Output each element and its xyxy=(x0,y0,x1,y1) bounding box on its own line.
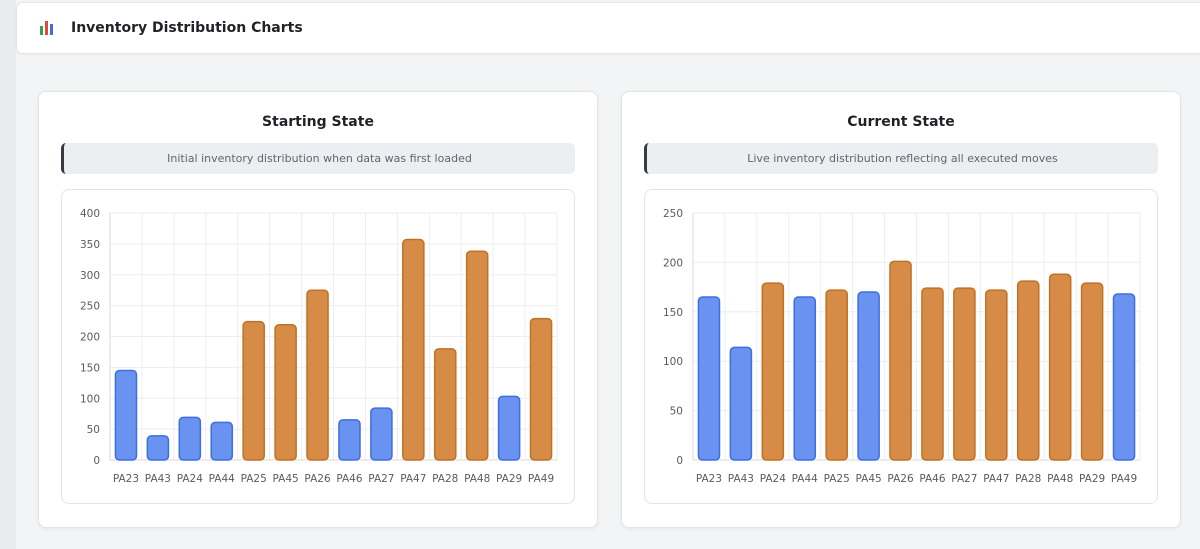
bar-pa29 xyxy=(1080,282,1104,461)
x-tick-label: PA27 xyxy=(951,473,977,485)
y-tick-label: 400 xyxy=(80,208,100,220)
bar-pa29 xyxy=(497,395,521,461)
bar-pa25 xyxy=(825,289,848,461)
x-tick-label: PA47 xyxy=(400,473,426,485)
page-header: Inventory Distribution Charts xyxy=(16,2,1200,54)
current-state-panel: Current State Live inventory distributio… xyxy=(621,91,1181,528)
x-tick-label: PA43 xyxy=(145,473,171,485)
y-tick-label: 0 xyxy=(93,455,100,467)
y-tick-label: 250 xyxy=(663,208,683,220)
bar-pa44 xyxy=(793,296,817,461)
bar-pa43 xyxy=(729,346,753,461)
y-tick-label: 150 xyxy=(80,362,100,374)
current-state-chart-svg: 0 50 100 150 200 250 PA23 PA43 PA24 PA44 PA25 PA45 P… xyxy=(663,208,1141,485)
bar-pa26 xyxy=(306,289,329,461)
y-tick-label: 300 xyxy=(80,270,100,282)
x-tick-label: PA29 xyxy=(496,473,522,485)
x-tick-label: PA43 xyxy=(728,473,754,485)
panel-subtitle: Initial inventory distribution when data… xyxy=(61,143,575,174)
bar-pa44 xyxy=(210,421,234,461)
y-tick-label: 50 xyxy=(87,424,100,436)
x-tick-label: PA25 xyxy=(241,473,267,485)
bar-pa49 xyxy=(1112,293,1136,461)
bar-pa48 xyxy=(465,250,489,461)
x-tick-label: PA46 xyxy=(919,473,946,485)
y-tick-label: 250 xyxy=(80,301,100,313)
x-tick-label: PA46 xyxy=(336,473,363,485)
bar-pa24 xyxy=(178,416,202,461)
x-tick-label: PA47 xyxy=(983,473,1009,485)
x-tick-label: PA45 xyxy=(272,473,298,485)
y-tick-label: 0 xyxy=(676,455,683,467)
bar-pa43 xyxy=(146,435,170,461)
x-tick-label: PA49 xyxy=(528,473,554,485)
x-tick-label: PA45 xyxy=(855,473,881,485)
bar-pa46 xyxy=(338,419,361,461)
panel-subtitle: Live inventory distribution reflecting a… xyxy=(644,143,1158,174)
y-tick-label: 350 xyxy=(80,239,100,251)
x-tick-label: PA44 xyxy=(792,473,819,485)
bar-pa45 xyxy=(274,324,297,461)
bar-pa48 xyxy=(1048,273,1072,461)
current-state-chart: 0 50 100 150 200 250 PA23 PA43 PA24 PA44 PA25 PA45 P… xyxy=(644,189,1158,504)
x-tick-label: PA23 xyxy=(113,473,139,485)
x-tick-label: PA44 xyxy=(209,473,236,485)
y-tick-label: 200 xyxy=(663,257,683,269)
bar-pa27 xyxy=(370,407,393,461)
grid-lines xyxy=(692,212,1141,461)
x-tick-label: PA48 xyxy=(464,473,490,485)
panel-title: Starting State xyxy=(262,114,374,130)
x-tick-label: PA26 xyxy=(304,473,331,485)
x-tick-label: PA28 xyxy=(432,473,458,485)
x-tick-label: PA49 xyxy=(1111,473,1137,485)
y-tick-label: 200 xyxy=(80,332,100,344)
x-tick-label: PA23 xyxy=(696,473,722,485)
bar-pa28 xyxy=(433,348,457,461)
bar-pa25 xyxy=(242,320,265,461)
panel-title: Current State xyxy=(847,114,955,130)
bar-pa45 xyxy=(857,291,880,461)
bar-pa28 xyxy=(1016,280,1040,461)
grid-lines xyxy=(109,212,558,461)
page-title: Inventory Distribution Charts xyxy=(71,20,303,36)
x-tick-label: PA24 xyxy=(177,473,204,485)
y-tick-label: 100 xyxy=(80,393,100,405)
bar-pa26 xyxy=(889,260,912,461)
bar-pa47 xyxy=(402,238,425,461)
bar-pa24 xyxy=(761,282,785,461)
x-tick-label: PA26 xyxy=(887,473,914,485)
bar-pa49 xyxy=(529,317,553,461)
x-tick-label: PA27 xyxy=(368,473,394,485)
left-rail xyxy=(0,0,16,549)
y-tick-label: 150 xyxy=(663,307,683,319)
starting-state-chart-svg: 0 50 100 150 200 250 300 350 400 PA23 PA43 PA24 PA44… xyxy=(80,208,558,485)
x-tick-label: PA28 xyxy=(1015,473,1041,485)
x-tick-label: PA29 xyxy=(1079,473,1105,485)
bar-chart-icon xyxy=(39,20,55,36)
bar-pa46 xyxy=(921,287,944,461)
bar-pa27 xyxy=(953,287,976,461)
starting-state-chart: 0 50 100 150 200 250 300 350 400 PA23 PA43 PA24 PA44… xyxy=(61,189,575,504)
y-tick-label: 100 xyxy=(663,356,683,368)
bar-pa47 xyxy=(985,289,1008,461)
bar-pa23 xyxy=(697,296,721,461)
bar-pa23 xyxy=(114,369,138,461)
x-tick-label: PA25 xyxy=(824,473,850,485)
x-tick-label: PA24 xyxy=(760,473,787,485)
x-tick-label: PA48 xyxy=(1047,473,1073,485)
starting-state-panel: Starting State Initial inventory distrib… xyxy=(38,91,598,528)
y-tick-label: 50 xyxy=(670,406,683,418)
